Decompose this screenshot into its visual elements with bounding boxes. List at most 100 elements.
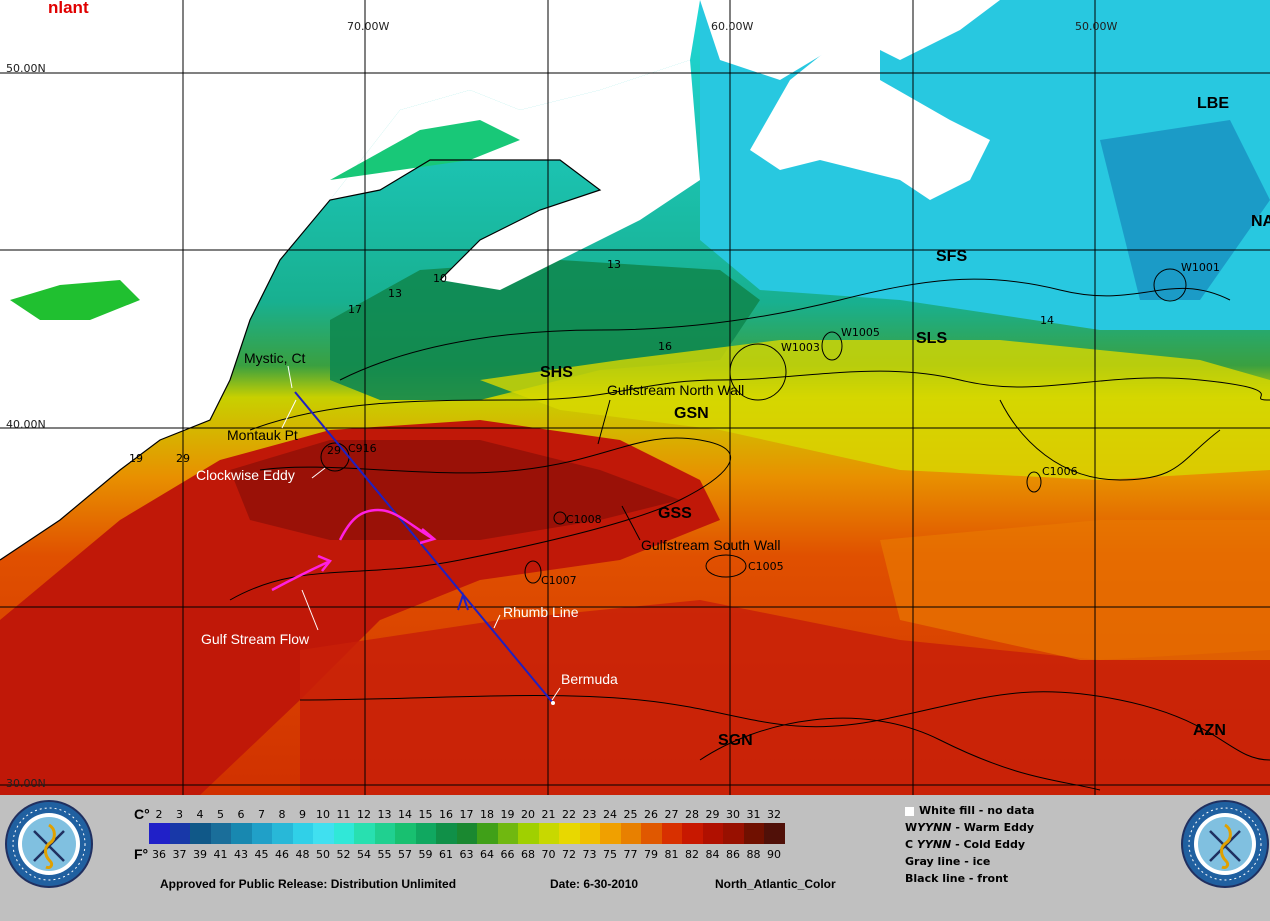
key-label: W — [905, 821, 918, 834]
rhumb-line-arrow — [457, 591, 469, 611]
isotherm-label: 29 — [327, 444, 341, 457]
fahrenheit-tick: 86 — [726, 848, 740, 861]
gulf-stream-flow-arrow-2 — [338, 508, 433, 541]
temperature-color-scale — [149, 823, 785, 844]
front-label-sfs: SFS — [936, 248, 968, 265]
key-line: WYYNN - Warm Eddy — [905, 821, 1034, 834]
celsius-tick: 29 — [705, 808, 720, 821]
celsius-tick: 15 — [418, 808, 433, 821]
scale-swatch — [210, 823, 231, 844]
scale-swatch — [723, 823, 744, 844]
scale-swatch — [292, 823, 313, 844]
cold-core — [1100, 120, 1270, 300]
scale-swatch — [600, 823, 621, 844]
gulf-stream-flow-arrow-1 — [271, 560, 329, 592]
place-label-gulf-stream-flow: Gulf Stream Flow — [201, 631, 310, 647]
celsius-tick: 13 — [377, 808, 392, 821]
slope-water — [480, 340, 1270, 480]
fahrenheit-tick: 41 — [213, 848, 228, 861]
scale-swatch — [251, 823, 272, 844]
product-name: North_Atlantic_Color — [715, 877, 836, 891]
scale-swatch — [497, 823, 518, 844]
eddy-label-c916: C916 — [348, 442, 377, 455]
celsius-tick: 18 — [480, 808, 494, 821]
scale-swatch — [354, 823, 375, 844]
fahrenheit-tick: 46 — [275, 848, 289, 861]
fahrenheit-tick: 84 — [705, 848, 720, 861]
legend-panel: C° F° Approved for Public Release: Distr… — [0, 795, 1270, 921]
place-label-rhumb-line: Rhumb Line — [503, 604, 579, 620]
place-label-bermuda: Bermuda — [561, 671, 618, 687]
eddy-label-w1001: W1001 — [1181, 261, 1220, 274]
sea-surface-temperature-map — [0, 0, 1270, 795]
eddy-label-c1008: C1008 — [566, 513, 602, 526]
lon-label-50w: 50.00W — [1075, 20, 1118, 33]
lon-label-60w: 60.00W — [711, 20, 754, 33]
isotherm-label: 14 — [1040, 314, 1054, 327]
celsius-tick: 2 — [155, 808, 163, 821]
fahrenheit-tick: 37 — [172, 848, 187, 861]
great-lakes-green — [10, 280, 140, 320]
celsius-tick: 9 — [299, 808, 306, 821]
scale-swatch — [395, 823, 416, 844]
fahrenheit-tick: 73 — [582, 848, 597, 861]
scale-swatch — [743, 823, 764, 844]
fahrenheit-tick: 36 — [152, 848, 166, 861]
wall-leader-lines — [597, 399, 641, 541]
celsius-tick: 14 — [398, 808, 412, 821]
scale-swatch — [333, 823, 354, 844]
eddy-label-c1005: C1005 — [748, 560, 784, 573]
scale-swatch — [456, 823, 477, 844]
key-label: Gray line - ice — [905, 855, 991, 868]
naval-oceanographic-office-seal-right — [1180, 799, 1270, 889]
scale-swatch — [272, 823, 293, 844]
fahrenheit-tick: 50 — [316, 848, 330, 861]
fahrenheit-tick: 55 — [377, 848, 392, 861]
scale-swatch — [559, 823, 580, 844]
sargasso-warm — [300, 600, 1270, 795]
seal-icon — [5, 800, 93, 888]
scale-swatch — [682, 823, 703, 844]
gulf-stream-flow-arrowhead-1 — [317, 554, 333, 572]
fahrenheit-tick: 81 — [664, 848, 679, 861]
fahrenheit-tick: 64 — [480, 848, 494, 861]
isotherm-label: 13 — [607, 258, 621, 271]
celsius-tick: 6 — [237, 808, 245, 821]
celsius-tick: 17 — [459, 808, 474, 821]
scale-swatch — [579, 823, 600, 844]
scale-swatch — [764, 823, 785, 844]
celsius-tick: 25 — [623, 808, 638, 821]
fahrenheit-tick: 45 — [254, 848, 269, 861]
azores-orange — [880, 520, 1270, 660]
scale-swatch — [190, 823, 211, 844]
release-statement: Approved for Public Release: Distributio… — [160, 877, 457, 891]
place-label-south-wall: Gulfstream South Wall — [641, 537, 781, 553]
fahrenheit-tick: 48 — [295, 848, 310, 861]
front-lines — [229, 278, 1270, 791]
key-line: Gray line - ice — [905, 855, 990, 868]
scale-swatch — [374, 823, 395, 844]
lat-label-40n: 40.00N — [6, 418, 46, 431]
front-label-lbe: LBE — [1197, 95, 1229, 112]
front-label-azn: AZN — [1193, 722, 1226, 739]
key-description: - Warm Eddy — [951, 821, 1035, 834]
celsius-tick: 19 — [500, 808, 515, 821]
key-label: C — [905, 838, 917, 851]
key-label: Black line - front — [905, 872, 1009, 885]
map-title: nlant — [48, 0, 89, 17]
rhumb-line-path — [294, 391, 554, 704]
celsius-tick: 32 — [767, 808, 781, 821]
fahrenheit-tick: 66 — [500, 848, 515, 861]
key-description: no data — [983, 804, 1035, 817]
seal-icon — [1181, 800, 1269, 888]
fahrenheit-tick: 72 — [562, 848, 576, 861]
scale-swatch — [149, 823, 170, 844]
fahrenheit-tick: 43 — [234, 848, 248, 861]
fahrenheit-tick: 61 — [439, 848, 453, 861]
fahrenheit-tick: 88 — [746, 848, 761, 861]
fahrenheit-tick: 59 — [418, 848, 433, 861]
place-label-mystic: Mystic, Ct — [244, 350, 306, 366]
scale-swatch — [518, 823, 539, 844]
celsius-tick: 28 — [685, 808, 699, 821]
gulf-st-lawrence-green — [330, 120, 520, 180]
